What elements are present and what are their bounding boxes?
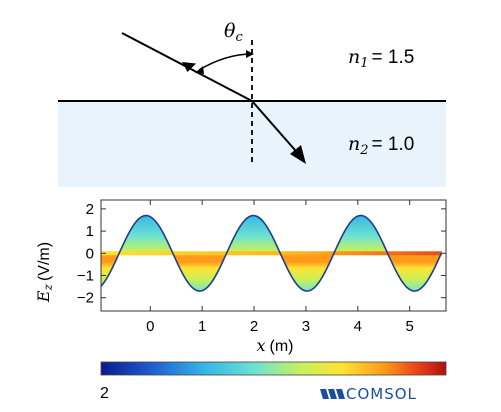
wave-fill-negative: [101, 253, 442, 292]
angle-arrow-right-icon: [246, 50, 254, 58]
x-tick-label: 5: [406, 318, 414, 335]
brand-name: COMSOL: [346, 385, 417, 403]
x-tick-label: 0: [146, 318, 154, 335]
incident-arrow-icon: [182, 62, 196, 72]
y-axis-label: Ez(V/m): [34, 242, 55, 303]
x-axis-label: x (m): [256, 336, 293, 355]
y-tick-label: 2: [86, 201, 94, 218]
refracted-arrow-icon: [290, 145, 306, 164]
comsol-logo: COMSOL: [320, 384, 417, 404]
y-axis: 2 1 0 −1 −2: [77, 201, 446, 307]
medium2-label: n2 = 1.0: [348, 133, 414, 158]
angle-arrow-left-icon: [195, 66, 204, 74]
angle-arc: [198, 53, 253, 71]
x-tick-label: 4: [354, 318, 362, 335]
zero-band: [101, 251, 442, 256]
y-tick-label: −2: [77, 290, 94, 307]
colorbar: [100, 361, 447, 376]
comsol-mark-icon: [320, 389, 345, 399]
refracted-ray: [251, 100, 303, 159]
y-tick-label: 1: [86, 223, 94, 240]
x-tick-label: 3: [302, 318, 310, 335]
angle-label: θc: [224, 20, 243, 45]
medium1-label: n1 = 1.5: [348, 46, 414, 71]
y-tick-label: 0: [86, 245, 94, 262]
x-tick-label: 1: [198, 318, 206, 335]
y-tick-label: −1: [77, 267, 94, 284]
wave-line: [101, 214, 443, 292]
colorbar-tick-label: 2: [100, 385, 109, 402]
x-tick-label: 2: [250, 318, 258, 335]
plot-frame: [100, 199, 447, 312]
x-axis: 0 1 2 3 4 5: [146, 200, 414, 335]
wave-fill-positive: [101, 215, 442, 254]
